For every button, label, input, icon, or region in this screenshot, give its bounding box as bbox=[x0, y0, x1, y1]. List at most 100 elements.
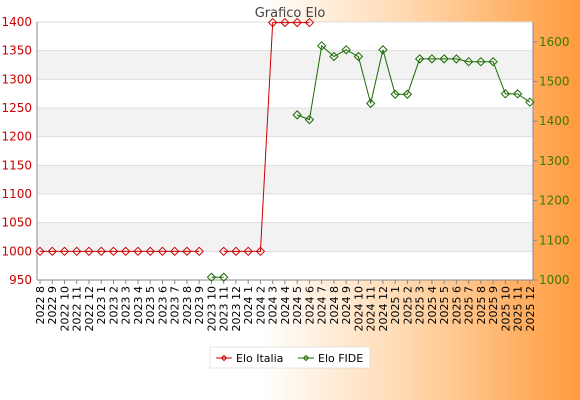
legend-box bbox=[209, 346, 371, 369]
data-point-elo-italia bbox=[267, 17, 278, 28]
y-left-tick-label: 1400 bbox=[1, 15, 32, 29]
x-tick-label: 2023 7 bbox=[169, 286, 182, 325]
x-tick-label: 2025 7 bbox=[463, 286, 476, 325]
data-point-elo-fide bbox=[218, 272, 229, 282]
data-point-elo-italia bbox=[157, 246, 168, 257]
data-point-elo-italia bbox=[59, 246, 70, 257]
data-point-elo-fide bbox=[316, 41, 327, 51]
x-tick-label: 2022 9 bbox=[46, 286, 59, 325]
x-tick-label: 2022 12 bbox=[83, 286, 96, 332]
data-point-elo-italia bbox=[182, 246, 192, 257]
y-right-tick-label: 1600 bbox=[539, 35, 570, 49]
data-point-elo-fide bbox=[439, 54, 449, 64]
data-point-elo-fide bbox=[329, 51, 339, 62]
x-tick-label: 2023 9 bbox=[193, 286, 206, 325]
x-tick-label: 2025 10 bbox=[499, 286, 512, 332]
x-tick-label: 2025 11 bbox=[512, 286, 525, 332]
x-tick-label: 2023 12 bbox=[230, 286, 243, 332]
series-elo-italia bbox=[35, 17, 315, 257]
data-point-elo-fide bbox=[390, 89, 400, 99]
y-left-tick-label: 950 bbox=[9, 273, 32, 287]
series-line-elo-italia bbox=[223, 22, 310, 252]
y-left-tick-label: 1100 bbox=[1, 187, 32, 201]
y-left-tick-label: 1000 bbox=[1, 244, 32, 258]
x-tick-label: 2024 1 bbox=[242, 286, 255, 325]
y-right-tick-label: 1500 bbox=[539, 75, 570, 89]
x-tick-label: 2023 10 bbox=[205, 286, 218, 332]
data-point-elo-fide bbox=[402, 89, 413, 99]
x-tick-label: 2024 12 bbox=[377, 286, 390, 332]
legend-marker-elo-italia bbox=[220, 354, 228, 362]
grid-band bbox=[37, 222, 533, 252]
data-point-elo-italia bbox=[243, 246, 253, 257]
x-tick-label: 2023 8 bbox=[181, 286, 194, 325]
y-left-tick-label: 1250 bbox=[1, 101, 32, 115]
x-tick-label: 2023 4 bbox=[132, 286, 145, 325]
x-tick-label: 2022 11 bbox=[71, 286, 84, 332]
y-right-tick-label: 1200 bbox=[539, 194, 570, 208]
data-point-elo-italia bbox=[170, 246, 180, 257]
y-right-tick-label: 1400 bbox=[539, 114, 570, 128]
data-point-elo-fide bbox=[500, 89, 511, 99]
data-point-elo-fide bbox=[512, 89, 523, 99]
x-tick-label: 2025 2 bbox=[401, 286, 414, 325]
legend-label-elo-italia: Elo Italia bbox=[236, 352, 283, 365]
data-point-elo-italia bbox=[194, 246, 204, 257]
x-tick-label: 2024 10 bbox=[352, 286, 365, 332]
data-point-elo-italia bbox=[145, 246, 155, 257]
y-right-tick-label: 1100 bbox=[539, 233, 570, 247]
x-tick-label: 2024 6 bbox=[303, 286, 316, 325]
data-point-elo-italia bbox=[255, 246, 266, 257]
data-point-elo-italia bbox=[231, 246, 241, 257]
x-tick-label: 2024 2 bbox=[254, 286, 267, 325]
y-left-tick-label: 1200 bbox=[1, 130, 32, 144]
data-point-elo-fide bbox=[488, 56, 498, 67]
data-point-elo-italia bbox=[108, 246, 119, 257]
x-tick-label: 2025 12 bbox=[524, 286, 537, 332]
data-point-elo-italia bbox=[72, 246, 82, 257]
data-point-elo-fide bbox=[292, 110, 302, 120]
data-point-elo-fide bbox=[476, 56, 486, 67]
y-left-tick-label: 1050 bbox=[1, 216, 32, 230]
data-point-elo-italia bbox=[35, 246, 45, 257]
chart-title: Grafico Elo bbox=[255, 6, 326, 21]
x-tick-label: 2025 3 bbox=[414, 286, 427, 325]
data-point-elo-italia bbox=[133, 246, 143, 257]
data-point-elo-italia bbox=[121, 246, 131, 257]
x-tick-label: 2024 5 bbox=[291, 286, 304, 325]
x-tick-label: 2025 4 bbox=[426, 286, 439, 325]
y-left-tick-label: 1150 bbox=[1, 158, 32, 172]
x-tick-label: 2025 8 bbox=[475, 286, 488, 325]
x-tick-label: 2024 9 bbox=[340, 286, 353, 325]
x-tick-label: 2025 9 bbox=[487, 286, 500, 325]
data-point-elo-fide bbox=[353, 51, 364, 62]
series-line-elo-fide bbox=[297, 44, 531, 121]
x-tick-label: 2022 10 bbox=[58, 286, 71, 332]
x-tick-label: 2024 4 bbox=[279, 286, 292, 325]
grid-band bbox=[37, 108, 533, 137]
x-tick-label: 2025 1 bbox=[389, 286, 402, 325]
data-point-elo-italia bbox=[96, 246, 106, 257]
x-tick-label: 2023 5 bbox=[144, 286, 157, 325]
data-point-elo-fide bbox=[463, 56, 474, 67]
y-left-tick-label: 1300 bbox=[1, 72, 32, 86]
data-point-elo-fide bbox=[365, 98, 376, 109]
x-tick-label: 2024 8 bbox=[328, 286, 341, 325]
x-tick-label: 2024 3 bbox=[267, 286, 280, 325]
data-point-elo-fide bbox=[304, 114, 315, 125]
series-elo-fide bbox=[206, 41, 535, 282]
y-left-tick-label: 1350 bbox=[1, 44, 32, 58]
legend: Elo Italia Elo FIDE bbox=[209, 346, 371, 369]
x-tick-label: 2023 1 bbox=[95, 286, 108, 325]
x-tick-label: 2024 7 bbox=[316, 286, 329, 325]
data-point-elo-fide bbox=[414, 54, 425, 64]
data-point-elo-italia bbox=[292, 17, 302, 28]
grid-band bbox=[37, 165, 533, 194]
data-point-elo-italia bbox=[84, 246, 94, 257]
data-point-elo-italia bbox=[280, 17, 290, 28]
data-point-elo-fide bbox=[451, 54, 462, 64]
data-point-elo-fide bbox=[206, 272, 217, 282]
x-tick-label: 2025 6 bbox=[450, 286, 463, 325]
x-tick-label: 2024 11 bbox=[365, 286, 378, 332]
